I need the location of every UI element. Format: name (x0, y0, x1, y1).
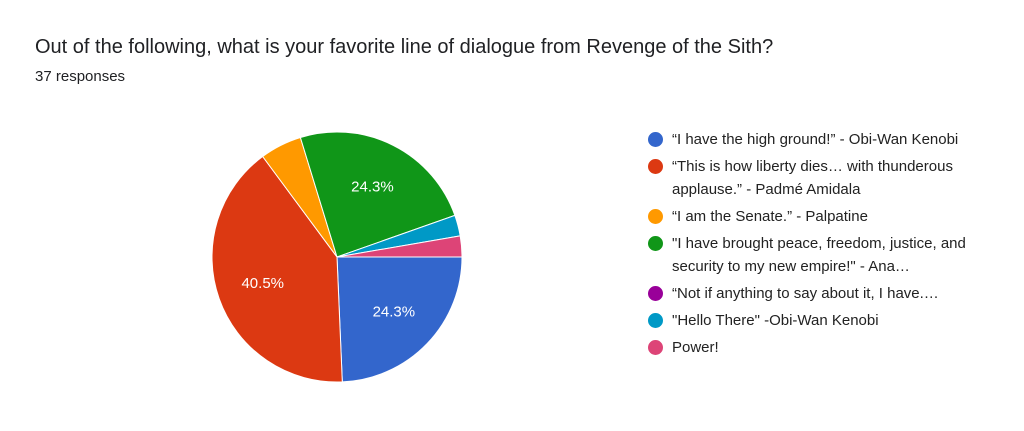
legend-label: "I have brought peace, freedom, justice,… (672, 235, 966, 275)
legend-dot-icon (648, 313, 663, 328)
legend-item[interactable]: Power! (647, 336, 987, 359)
question-title: Out of the following, what is your favor… (35, 36, 774, 58)
pie-slice-0[interactable] (336, 256, 463, 383)
legend-item[interactable]: “Not if anything to say about it, I have… (647, 282, 987, 305)
legend-item[interactable]: "I have brought peace, freedom, justice,… (647, 232, 987, 278)
legend-dot-icon (648, 159, 663, 174)
legend-label: Power! (672, 339, 719, 356)
slice-label-1: 40.5% (241, 275, 284, 292)
legend-dot-icon (648, 132, 663, 147)
legend-label: “This is how liberty dies… with thundero… (672, 158, 953, 198)
pie-slice-6[interactable] (336, 235, 463, 258)
legend-dot-icon (648, 340, 663, 355)
pie-slice-1[interactable] (211, 155, 343, 383)
legend-dot-icon (648, 209, 663, 224)
legend-label: “Not if anything to say about it, I have… (672, 285, 939, 302)
pie-slice-3[interactable] (299, 131, 456, 258)
legend-dot-icon (648, 286, 663, 301)
legend: “I have the high ground!” - Obi-Wan Keno… (647, 128, 987, 363)
slice-label-0: 24.3% (373, 303, 416, 320)
legend-label: “I have the high ground!” - Obi-Wan Keno… (672, 131, 959, 148)
response-count: 37 responses (35, 68, 126, 85)
legend-item[interactable]: “I have the high ground!” - Obi-Wan Keno… (647, 128, 987, 151)
legend-item[interactable]: “This is how liberty dies… with thundero… (647, 155, 987, 201)
legend-item[interactable]: "Hello There" -Obi-Wan Kenobi (647, 309, 987, 332)
legend-label: "Hello There" -Obi-Wan Kenobi (672, 312, 879, 329)
legend-label: “I am the Senate.” - Palpatine (672, 208, 868, 225)
slice-label-3: 24.3% (351, 179, 394, 196)
legend-dot-icon (648, 236, 663, 251)
legend-item[interactable]: “I am the Senate.” - Palpatine (647, 205, 987, 228)
